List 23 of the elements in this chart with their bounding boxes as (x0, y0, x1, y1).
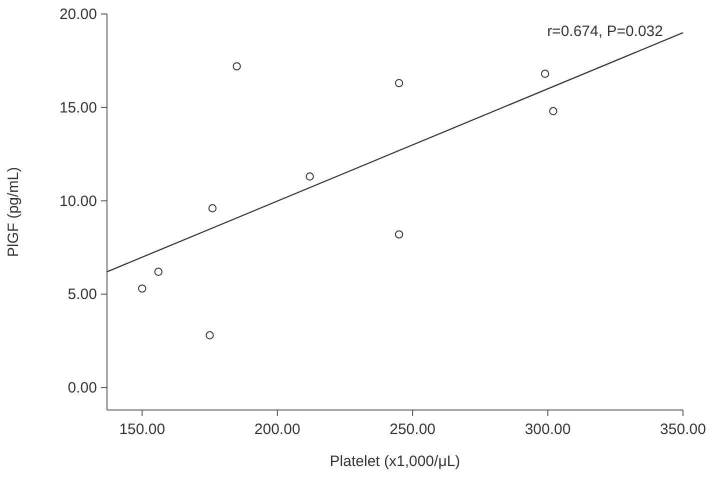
point (306, 172, 314, 181)
annotation: r=0.674, P=0.032 (547, 23, 663, 40)
y-tick-label: 5.00 (68, 286, 97, 304)
point (232, 62, 241, 70)
point (206, 331, 214, 340)
point (394, 230, 404, 239)
point (154, 268, 162, 276)
y-tick-label: 10.00 (59, 192, 97, 210)
x-tick-label: 300.00 (524, 421, 571, 438)
x-tick-label: 250.00 (390, 421, 436, 438)
point (138, 284, 146, 293)
x-tick-label: 150.00 (119, 421, 166, 438)
y-tick-label: 15.00 (59, 99, 97, 116)
y-tick-label: 20.00 (59, 6, 97, 23)
x-axis-title: Platelet (x1,000/μL) (330, 453, 460, 470)
point (540, 70, 550, 78)
y-axis-title: PlGF (pg/mL) (5, 166, 22, 258)
x-tick-label: 200.00 (254, 421, 300, 438)
point (394, 79, 404, 88)
point (549, 107, 558, 116)
x-tick-label: 350.00 (660, 421, 706, 438)
y-tick-label: 0.00 (68, 380, 97, 397)
point (208, 204, 217, 212)
